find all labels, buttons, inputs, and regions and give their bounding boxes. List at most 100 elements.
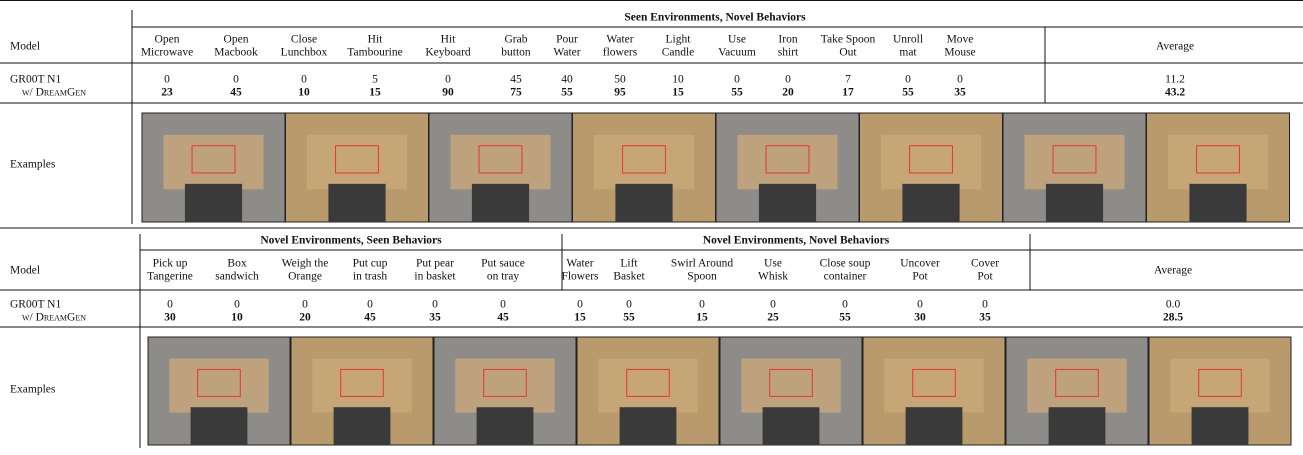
average-header: Average bbox=[1154, 265, 1192, 277]
column-header: Lunchbox bbox=[281, 47, 328, 59]
group-header: Seen Environments, Novel Behaviors bbox=[624, 12, 806, 24]
column-header: in basket bbox=[414, 271, 456, 283]
score: 5 bbox=[372, 74, 378, 86]
column-header: Cover bbox=[971, 258, 999, 270]
column-header: Hit bbox=[368, 34, 384, 46]
score: 95 bbox=[614, 87, 626, 99]
examples-label: Examples bbox=[10, 384, 56, 396]
column-header: Lift bbox=[620, 258, 638, 270]
column-header: Vacuum bbox=[718, 47, 756, 59]
column-header: Tambourine bbox=[347, 47, 402, 59]
score: 30 bbox=[914, 312, 926, 324]
score: 0 bbox=[445, 74, 451, 86]
target-box bbox=[626, 368, 670, 397]
average-score: 43.2 bbox=[1165, 87, 1185, 99]
column-header: Whisk bbox=[758, 271, 788, 283]
table-surface bbox=[163, 134, 264, 190]
column-header: Put sauce bbox=[481, 258, 525, 270]
table-surface bbox=[880, 134, 982, 190]
target-box bbox=[1196, 145, 1240, 174]
robot bbox=[1189, 183, 1247, 222]
table-surface bbox=[306, 134, 408, 190]
column-header: Close bbox=[291, 34, 317, 46]
column-header: Put cup bbox=[353, 258, 388, 270]
column-header: Use bbox=[764, 258, 782, 270]
table-surface bbox=[1027, 358, 1127, 413]
column-header: Box bbox=[227, 258, 246, 270]
table-surface bbox=[169, 358, 269, 413]
average-header: Average bbox=[1156, 41, 1194, 53]
column-header: Open bbox=[155, 34, 180, 46]
robot bbox=[190, 407, 248, 445]
score: 20 bbox=[299, 312, 311, 324]
robot bbox=[184, 183, 243, 222]
column-header: Iron bbox=[778, 34, 797, 46]
column-header: Flowers bbox=[561, 271, 599, 283]
score: 23 bbox=[161, 87, 173, 99]
score: 45 bbox=[364, 312, 376, 324]
robot bbox=[758, 183, 817, 222]
target-box bbox=[1052, 145, 1097, 174]
column-header: on tray bbox=[487, 271, 520, 283]
table-surface bbox=[741, 358, 841, 413]
table-surface bbox=[312, 358, 412, 413]
column-header: Candle bbox=[662, 47, 695, 59]
column-header: Tangerine bbox=[147, 271, 193, 283]
table-surface bbox=[455, 358, 555, 413]
robot bbox=[902, 183, 960, 222]
column-header: Orange bbox=[288, 271, 322, 283]
target-box bbox=[483, 368, 527, 397]
score: 35 bbox=[954, 87, 966, 99]
score: 55 bbox=[561, 87, 573, 99]
score: 0 bbox=[301, 74, 307, 86]
table-surface bbox=[737, 134, 838, 190]
column-header: Unroll bbox=[893, 34, 923, 46]
score: 40 bbox=[561, 74, 573, 86]
table-surface bbox=[884, 358, 984, 413]
score: 15 bbox=[696, 312, 708, 324]
score: 25 bbox=[767, 312, 779, 324]
target-box bbox=[478, 145, 523, 174]
table-surface bbox=[1170, 358, 1270, 413]
target-box bbox=[340, 368, 384, 397]
robot bbox=[905, 407, 963, 445]
robot bbox=[333, 407, 391, 445]
table-surface bbox=[1024, 134, 1125, 190]
score: 75 bbox=[510, 87, 522, 99]
column-header: flowers bbox=[603, 47, 638, 59]
table-surface bbox=[598, 358, 698, 413]
score: 0 bbox=[233, 74, 239, 86]
column-header: shirt bbox=[778, 47, 799, 59]
robot bbox=[476, 407, 534, 445]
score: 10 bbox=[672, 74, 684, 86]
score: 15 bbox=[574, 312, 586, 324]
model-name: w/ DreamGen bbox=[22, 87, 86, 99]
score: 0 bbox=[367, 299, 373, 311]
model-header: Model bbox=[10, 41, 40, 53]
average-score: 11.2 bbox=[1165, 74, 1185, 86]
score: 0 bbox=[917, 299, 923, 311]
robot bbox=[615, 183, 673, 222]
column-header: Close soup bbox=[820, 258, 871, 270]
column-header: Water bbox=[566, 258, 593, 270]
model-header: Model bbox=[10, 265, 40, 277]
group-header: Novel Environments, Seen Behaviors bbox=[260, 235, 442, 247]
column-header: Microwave bbox=[141, 47, 193, 59]
column-header: Water bbox=[553, 47, 580, 59]
table-surface bbox=[450, 134, 551, 190]
score: 0 bbox=[432, 299, 438, 311]
score: 0 bbox=[699, 299, 705, 311]
score: 55 bbox=[731, 87, 743, 99]
score: 17 bbox=[842, 87, 854, 99]
score: 50 bbox=[614, 74, 626, 86]
column-header: Put pear bbox=[416, 258, 454, 270]
column-header: mat bbox=[899, 47, 917, 59]
target-box bbox=[909, 145, 953, 174]
column-header: Basket bbox=[613, 271, 645, 283]
target-box bbox=[191, 145, 236, 174]
score: 35 bbox=[429, 312, 441, 324]
column-header: Hit bbox=[441, 34, 457, 46]
column-header: Mouse bbox=[944, 47, 975, 59]
robot bbox=[1191, 407, 1249, 445]
score: 0 bbox=[842, 299, 848, 311]
